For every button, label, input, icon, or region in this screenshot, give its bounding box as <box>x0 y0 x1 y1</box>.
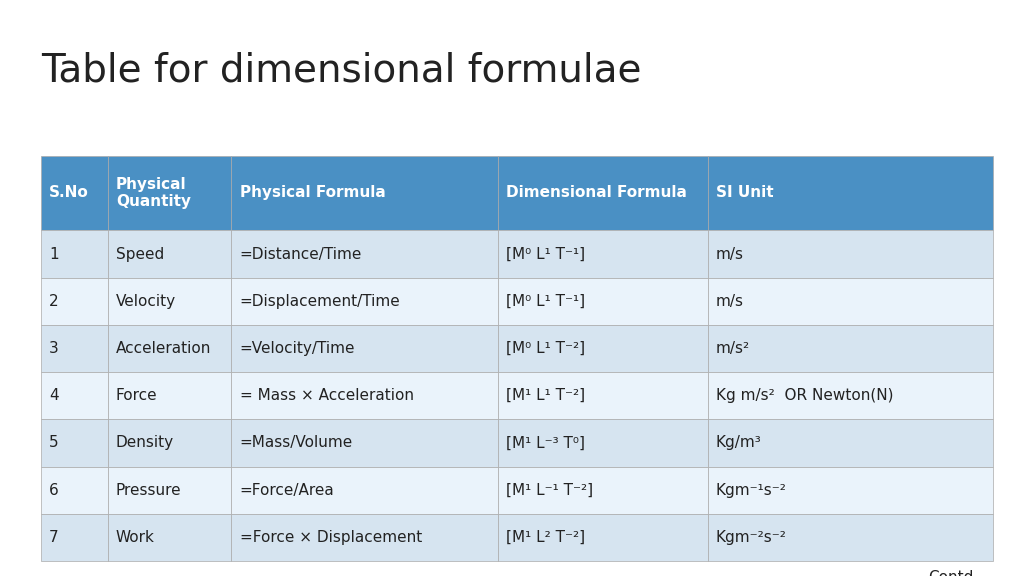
Text: Density: Density <box>116 435 174 450</box>
Text: [M¹ L² T⁻²]: [M¹ L² T⁻²] <box>506 530 586 545</box>
Text: =Force/Area: =Force/Area <box>240 483 335 498</box>
Text: Work: Work <box>116 530 155 545</box>
Text: m/s: m/s <box>716 294 743 309</box>
Text: =Distance/Time: =Distance/Time <box>240 247 362 262</box>
Text: =Mass/Volume: =Mass/Volume <box>240 435 353 450</box>
Text: [M¹ L⁻¹ T⁻²]: [M¹ L⁻¹ T⁻²] <box>506 483 593 498</box>
Text: 6: 6 <box>49 483 59 498</box>
Text: Velocity: Velocity <box>116 294 176 309</box>
Text: =Force × Displacement: =Force × Displacement <box>240 530 422 545</box>
Text: Dimensional Formula: Dimensional Formula <box>506 185 687 200</box>
Text: Physical
Quantity: Physical Quantity <box>116 177 190 209</box>
Text: 2: 2 <box>49 294 58 309</box>
Text: m/s: m/s <box>716 247 743 262</box>
Text: Speed: Speed <box>116 247 164 262</box>
Text: = Mass × Acceleration: = Mass × Acceleration <box>240 388 414 403</box>
Text: S.No: S.No <box>49 185 89 200</box>
Text: Contd..: Contd.. <box>928 570 983 576</box>
Text: Table for dimensional formulae: Table for dimensional formulae <box>41 52 641 90</box>
Text: 4: 4 <box>49 388 58 403</box>
Text: [M¹ L¹ T⁻²]: [M¹ L¹ T⁻²] <box>506 388 586 403</box>
Text: [M⁰ L¹ T⁻¹]: [M⁰ L¹ T⁻¹] <box>506 247 586 262</box>
Text: SI Unit: SI Unit <box>716 185 773 200</box>
Text: m/s²: m/s² <box>716 341 750 356</box>
Text: =Displacement/Time: =Displacement/Time <box>240 294 400 309</box>
Text: 7: 7 <box>49 530 58 545</box>
Text: [M¹ L⁻³ T⁰]: [M¹ L⁻³ T⁰] <box>506 435 586 450</box>
Text: Kgm⁻²s⁻²: Kgm⁻²s⁻² <box>716 530 786 545</box>
Text: [M⁰ L¹ T⁻¹]: [M⁰ L¹ T⁻¹] <box>506 294 586 309</box>
Text: Pressure: Pressure <box>116 483 181 498</box>
Text: [M⁰ L¹ T⁻²]: [M⁰ L¹ T⁻²] <box>506 341 586 356</box>
Text: Kg/m³: Kg/m³ <box>716 435 762 450</box>
Text: Kgm⁻¹s⁻²: Kgm⁻¹s⁻² <box>716 483 786 498</box>
Text: Physical Formula: Physical Formula <box>240 185 385 200</box>
Text: 3: 3 <box>49 341 59 356</box>
Text: =Velocity/Time: =Velocity/Time <box>240 341 355 356</box>
Text: 1: 1 <box>49 247 58 262</box>
Text: Kg m/s²  OR Newton(N): Kg m/s² OR Newton(N) <box>716 388 893 403</box>
Text: Force: Force <box>116 388 158 403</box>
Text: Acceleration: Acceleration <box>116 341 211 356</box>
Text: 5: 5 <box>49 435 58 450</box>
